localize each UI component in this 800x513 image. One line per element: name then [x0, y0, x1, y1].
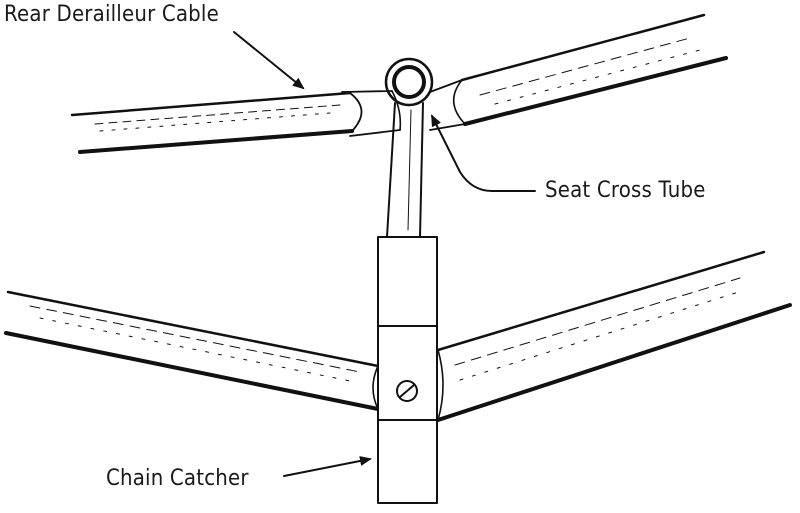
- lower-left-tube: [4, 290, 380, 411]
- mounting-ring: [384, 57, 434, 107]
- clamp-bolt-icon: [396, 380, 418, 402]
- rear-derailleur-cable-label: Rear Derailleur Cable: [4, 2, 219, 27]
- chain-catcher-pointer: [283, 456, 372, 477]
- seat-cross-tube-label: Seat Cross Tube: [545, 178, 706, 203]
- seat-cross-tube: [341, 79, 466, 137]
- chain-catcher-plate: [377, 419, 438, 504]
- lower-right-tube: [436, 250, 792, 422]
- upper-right-tube: [460, 13, 728, 126]
- chain-catcher-label: Chain Catcher: [106, 466, 249, 491]
- rear-derailleur-cable-pointer: [233, 31, 305, 90]
- upper-left-tube: [70, 91, 363, 154]
- vertical-rod: [386, 102, 424, 238]
- seat-cross-tube-pointer: [431, 114, 536, 192]
